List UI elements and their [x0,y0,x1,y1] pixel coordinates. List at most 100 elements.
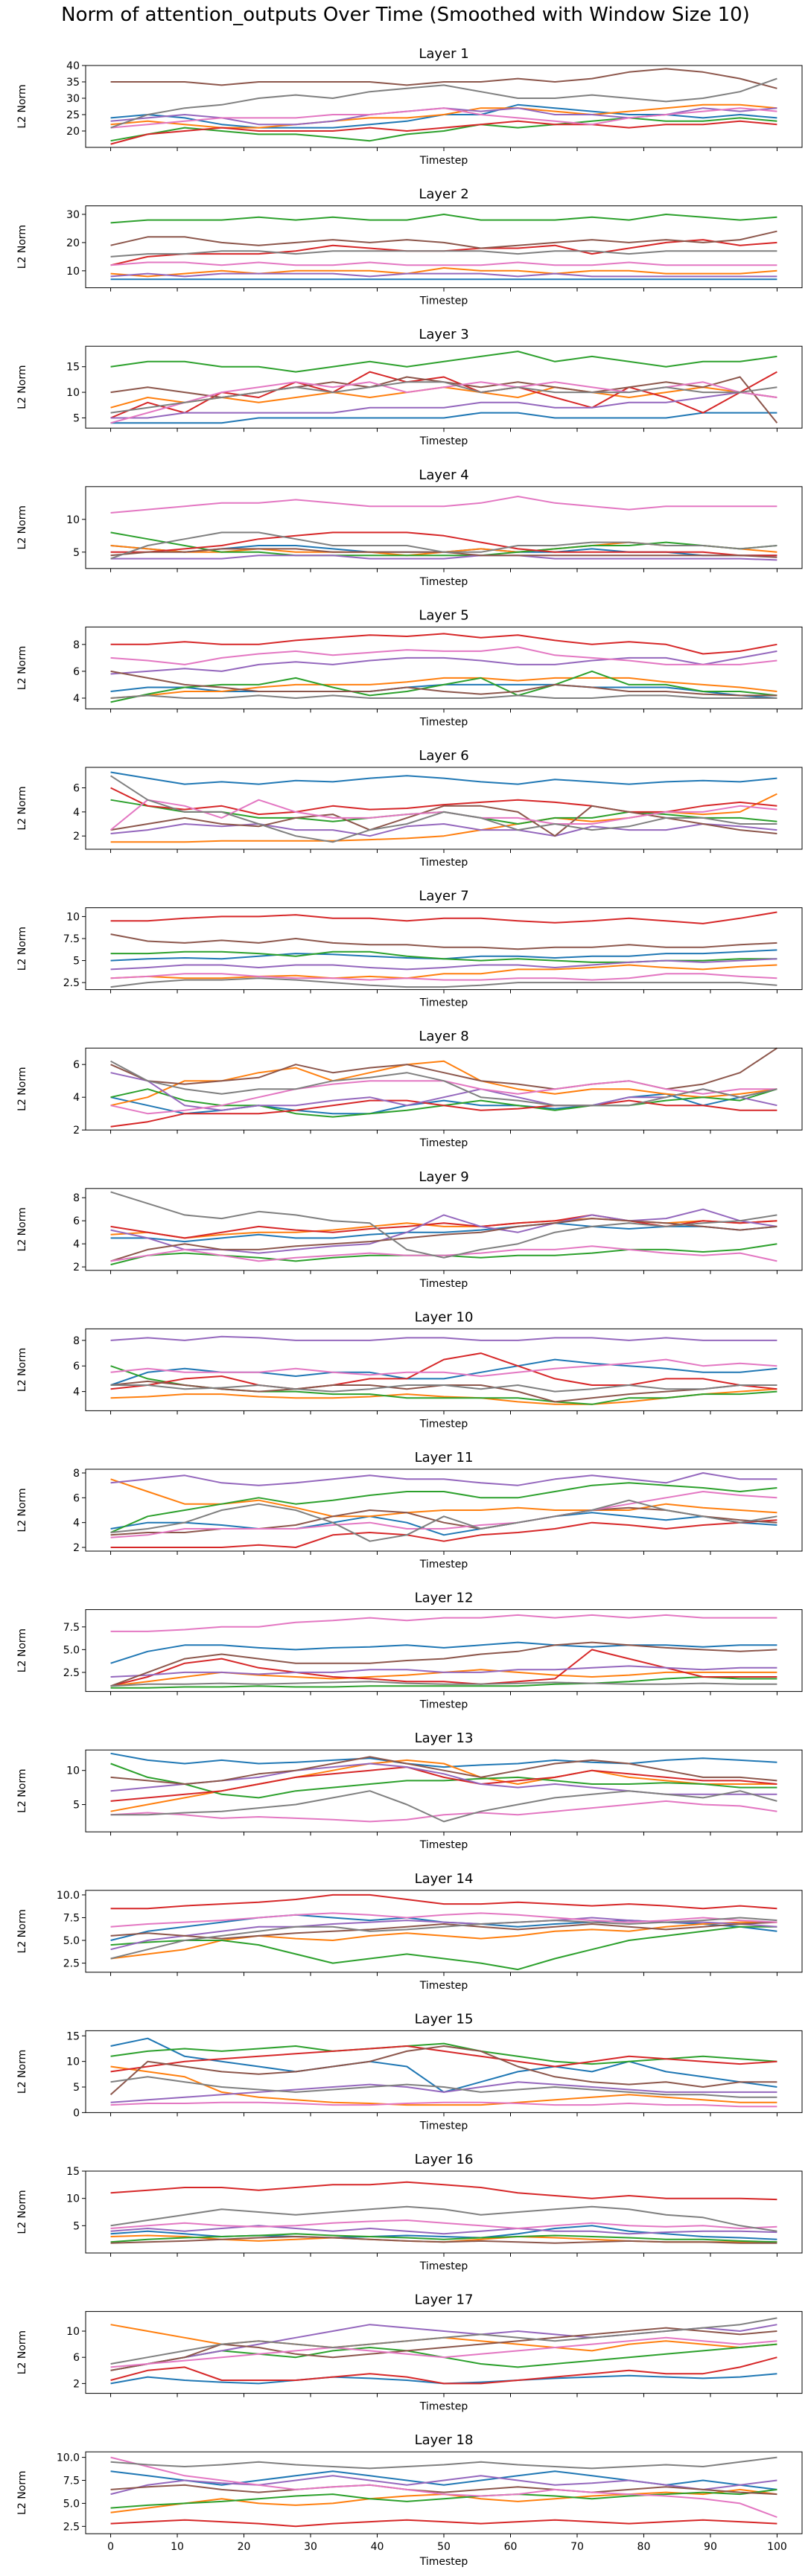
chart-layer-11: Layer 11 2 4 6 8 Timestep L2 Norm [16,1450,803,1570]
x-axis-label: Timestep [419,576,468,588]
y-tick-label: 10 [66,2193,80,2205]
y-axis-label: L2 Norm [16,2050,28,2094]
series-line-3 [110,670,777,703]
series-line-8 [110,531,777,560]
y-tick-label: 20 [66,237,80,249]
series-line-5 [110,554,777,561]
y-tick-label: 2.5 [63,2521,80,2533]
y-tick-label: 10.0 [57,2452,80,2464]
y-tick-label: 10 [66,911,80,923]
y-axis-label: L2 Norm [16,1207,28,1251]
chart-layer-7: Layer 7 2.5 5 7.5 10 Timestep L2 Norm [16,889,803,1009]
chart-layer-5: Layer 5 4 6 8 Timestep L2 Norm [16,607,803,728]
chart-title: Layer 1 [419,46,468,62]
x-tick-label: 30 [304,2541,317,2553]
series-line-1 [110,771,777,785]
chart-layer-8: Layer 8 2 4 6 Timestep L2 Norm [16,1029,803,1149]
x-tick-label: 40 [371,2541,384,2553]
x-axis-label: Timestep [419,1278,468,1290]
chart-title: Layer 5 [419,607,468,623]
series-line-8 [110,694,777,699]
series-line-8 [110,2205,777,2232]
x-tick-label: 80 [637,2541,651,2553]
series-line-1 [110,1641,777,1664]
series-line-5 [110,1472,777,1486]
y-tick-label: 40 [66,60,80,72]
y-tick-label: 8 [73,1468,80,1480]
y-axis-label: L2 Norm [16,84,28,128]
series-line-8 [110,2317,777,2365]
series-line-7 [110,1800,777,1823]
x-axis-label: Timestep [419,1699,468,1711]
chart-title: Layer 7 [419,889,468,904]
series-line-3 [110,117,777,142]
y-axis-label: L2 Norm [16,1348,28,1392]
y-tick-label: 2 [73,1262,80,1273]
series-line-8 [110,1384,777,1393]
y-axis-label: L2 Norm [16,365,28,409]
y-axis-label: L2 Norm [16,786,28,830]
y-tick-label: 15 [66,2166,80,2178]
y-tick-label: 10 [66,266,80,278]
series-line-6 [109,2045,777,2096]
x-axis-label: Timestep [419,1559,468,1570]
x-tick-label: 50 [437,2541,451,2553]
series-line-4 [110,633,777,655]
chart-layer-4: Layer 4 5 10 Timestep L2 Norm [16,467,803,588]
chart-title: Layer 16 [415,2152,474,2167]
chart-title: Layer 9 [419,1169,468,1185]
x-tick-label: 90 [704,2541,717,2553]
chart-title: Layer 10 [415,1309,474,1325]
series-line-3 [110,1676,777,1689]
series-line-8 [110,775,777,843]
y-tick-label: 2 [73,2378,80,2390]
chart-title: Layer 18 [415,2432,474,2448]
y-axis-label: L2 Norm [16,646,28,690]
series-line-6 [110,1218,777,1262]
series-line-7 [110,2219,777,2229]
y-tick-label: 4 [73,1239,80,1250]
chart-layer-14: Layer 14 2.5 5.0 7.5 10.0 Timestep L2 Norm [16,1871,803,1992]
y-axis-label: L2 Norm [16,225,28,269]
series-line-8 [110,1191,777,1259]
series-line-5 [110,1335,777,1341]
series-line-4 [110,911,777,924]
y-tick-label: 6 [73,783,80,795]
chart-title: Layer 14 [415,1871,474,1887]
series-line-6 [110,933,777,950]
series-line-6 [110,670,777,697]
series-line-5 [110,958,777,971]
chart-layer-17: Layer 17 2 6 10 Timestep L2 Norm [16,2292,803,2413]
chart-title: Layer 8 [419,1029,468,1044]
y-tick-label: 35 [66,77,80,89]
y-tick-label: 5.0 [63,1935,80,1947]
y-tick-label: 2.5 [63,1667,80,1679]
y-tick-label: 7.5 [63,1622,80,1634]
series-line-8 [110,1499,777,1542]
x-axis-label: Timestep [419,1839,468,1851]
series-line-5 [110,1665,777,1678]
series-line-1 [110,1512,777,1536]
chart-layer-13: Layer 13 5 10 Timestep L2 Norm [16,1730,803,1851]
y-tick-label: 5 [73,547,80,559]
y-axis-label: L2 Norm [16,927,28,971]
x-axis-label: Timestep [419,716,468,728]
series-line-4 [110,1519,777,1548]
series-line-5 [110,650,777,675]
y-tick-label: 25 [66,109,80,121]
series-line-8 [110,1917,777,1960]
y-tick-label: 10 [66,387,80,399]
series-line-4 [110,2356,777,2385]
chart-title: Layer 4 [419,467,468,483]
y-axis-label: L2 Norm [16,1769,28,1813]
series-line-5 [110,823,777,837]
y-tick-label: 10 [66,1765,80,1777]
series-line-7 [110,646,777,665]
chart-title: Layer 12 [415,1591,474,1606]
x-axis-label: Timestep [419,2401,468,2413]
series-line-6 [110,1641,777,1687]
y-axis-label: L2 Norm [16,1629,28,1672]
x-tick-label: 0 [107,2541,114,2553]
figure-title: Norm of attention_outputs Over Time (Smo… [61,4,750,26]
